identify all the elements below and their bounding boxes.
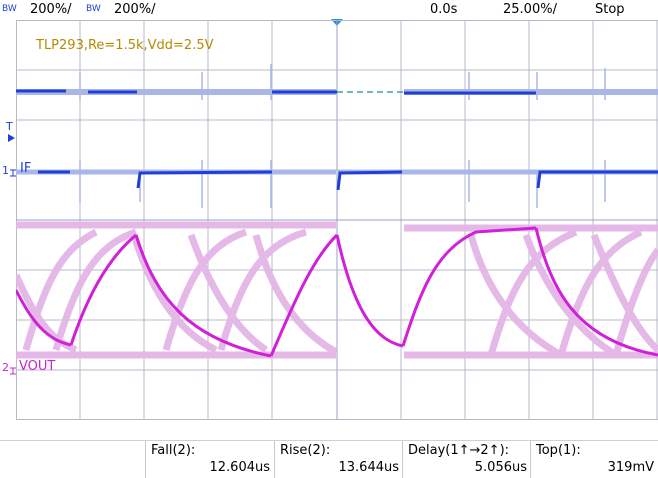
measurement-value: 319mV — [607, 460, 654, 475]
measurement-value: 12.604us — [209, 460, 271, 475]
measurement-value: 5.056us — [474, 460, 527, 475]
waveform-svg — [16, 20, 658, 420]
ch1-bandwidth-limit[interactable]: BW — [2, 4, 17, 14]
ch2-vout-persistence — [16, 221, 658, 359]
ch2-scale[interactable]: 200%/ — [114, 2, 156, 17]
measurement-name: Rise(2): — [280, 443, 331, 458]
measurement-bar: Fall(2): 12.604us Rise(2): 13.644us Dela… — [0, 440, 658, 478]
ch1-ground-number[interactable]: 1 — [2, 164, 9, 177]
measurement-name: Fall(2): — [151, 443, 196, 458]
ch2-vout-trace — [16, 226, 658, 358]
ch2-label[interactable]: VOUT — [19, 359, 56, 374]
ch1-scale[interactable]: 200%/ — [30, 2, 72, 17]
measurement-rise[interactable]: Rise(2): 13.644us — [274, 441, 403, 478]
ch1-if-trace — [38, 170, 658, 191]
graticule — [16, 20, 658, 420]
ch1-if-spikes — [79, 160, 606, 208]
trigger-level-arrow-icon — [8, 134, 15, 142]
timebase[interactable]: 25.00%/ — [503, 2, 557, 17]
measurement-delay[interactable]: Delay(1↑→2↑): 5.056us — [402, 441, 531, 478]
measurement-name: Delay(1↑→2↑): — [408, 443, 510, 458]
ch2-ground-icon — [10, 367, 16, 375]
measurement-value: 13.644us — [338, 460, 400, 475]
measurement-fall[interactable]: Fall(2): 12.604us — [145, 441, 274, 478]
ch1-label[interactable]: IF — [20, 161, 32, 176]
time-offset[interactable]: 0.0s — [430, 2, 458, 17]
annotation-text: TLP293,Re=1.5k,Vdd=2.5V — [36, 38, 214, 53]
ch1-top-trace — [16, 89, 536, 95]
ch2-ground-number[interactable]: 2 — [2, 361, 9, 374]
status-bar: BW 200%/ BW 200%/ 0.0s 25.00%/ Stop — [0, 0, 658, 20]
ch1-ground-icon — [10, 169, 16, 177]
ch2-bandwidth-limit[interactable]: BW — [86, 4, 101, 14]
waveform-display[interactable]: TLP293,Re=1.5k,Vdd=2.5V — [16, 20, 658, 420]
trigger-level-marker[interactable]: T — [6, 120, 13, 133]
ch1-top-spikes — [79, 64, 606, 100]
run-stop-state[interactable]: Stop — [595, 2, 625, 17]
measurement-name: Top(1): — [536, 443, 581, 458]
measurement-top[interactable]: Top(1): 319mV — [530, 441, 658, 478]
